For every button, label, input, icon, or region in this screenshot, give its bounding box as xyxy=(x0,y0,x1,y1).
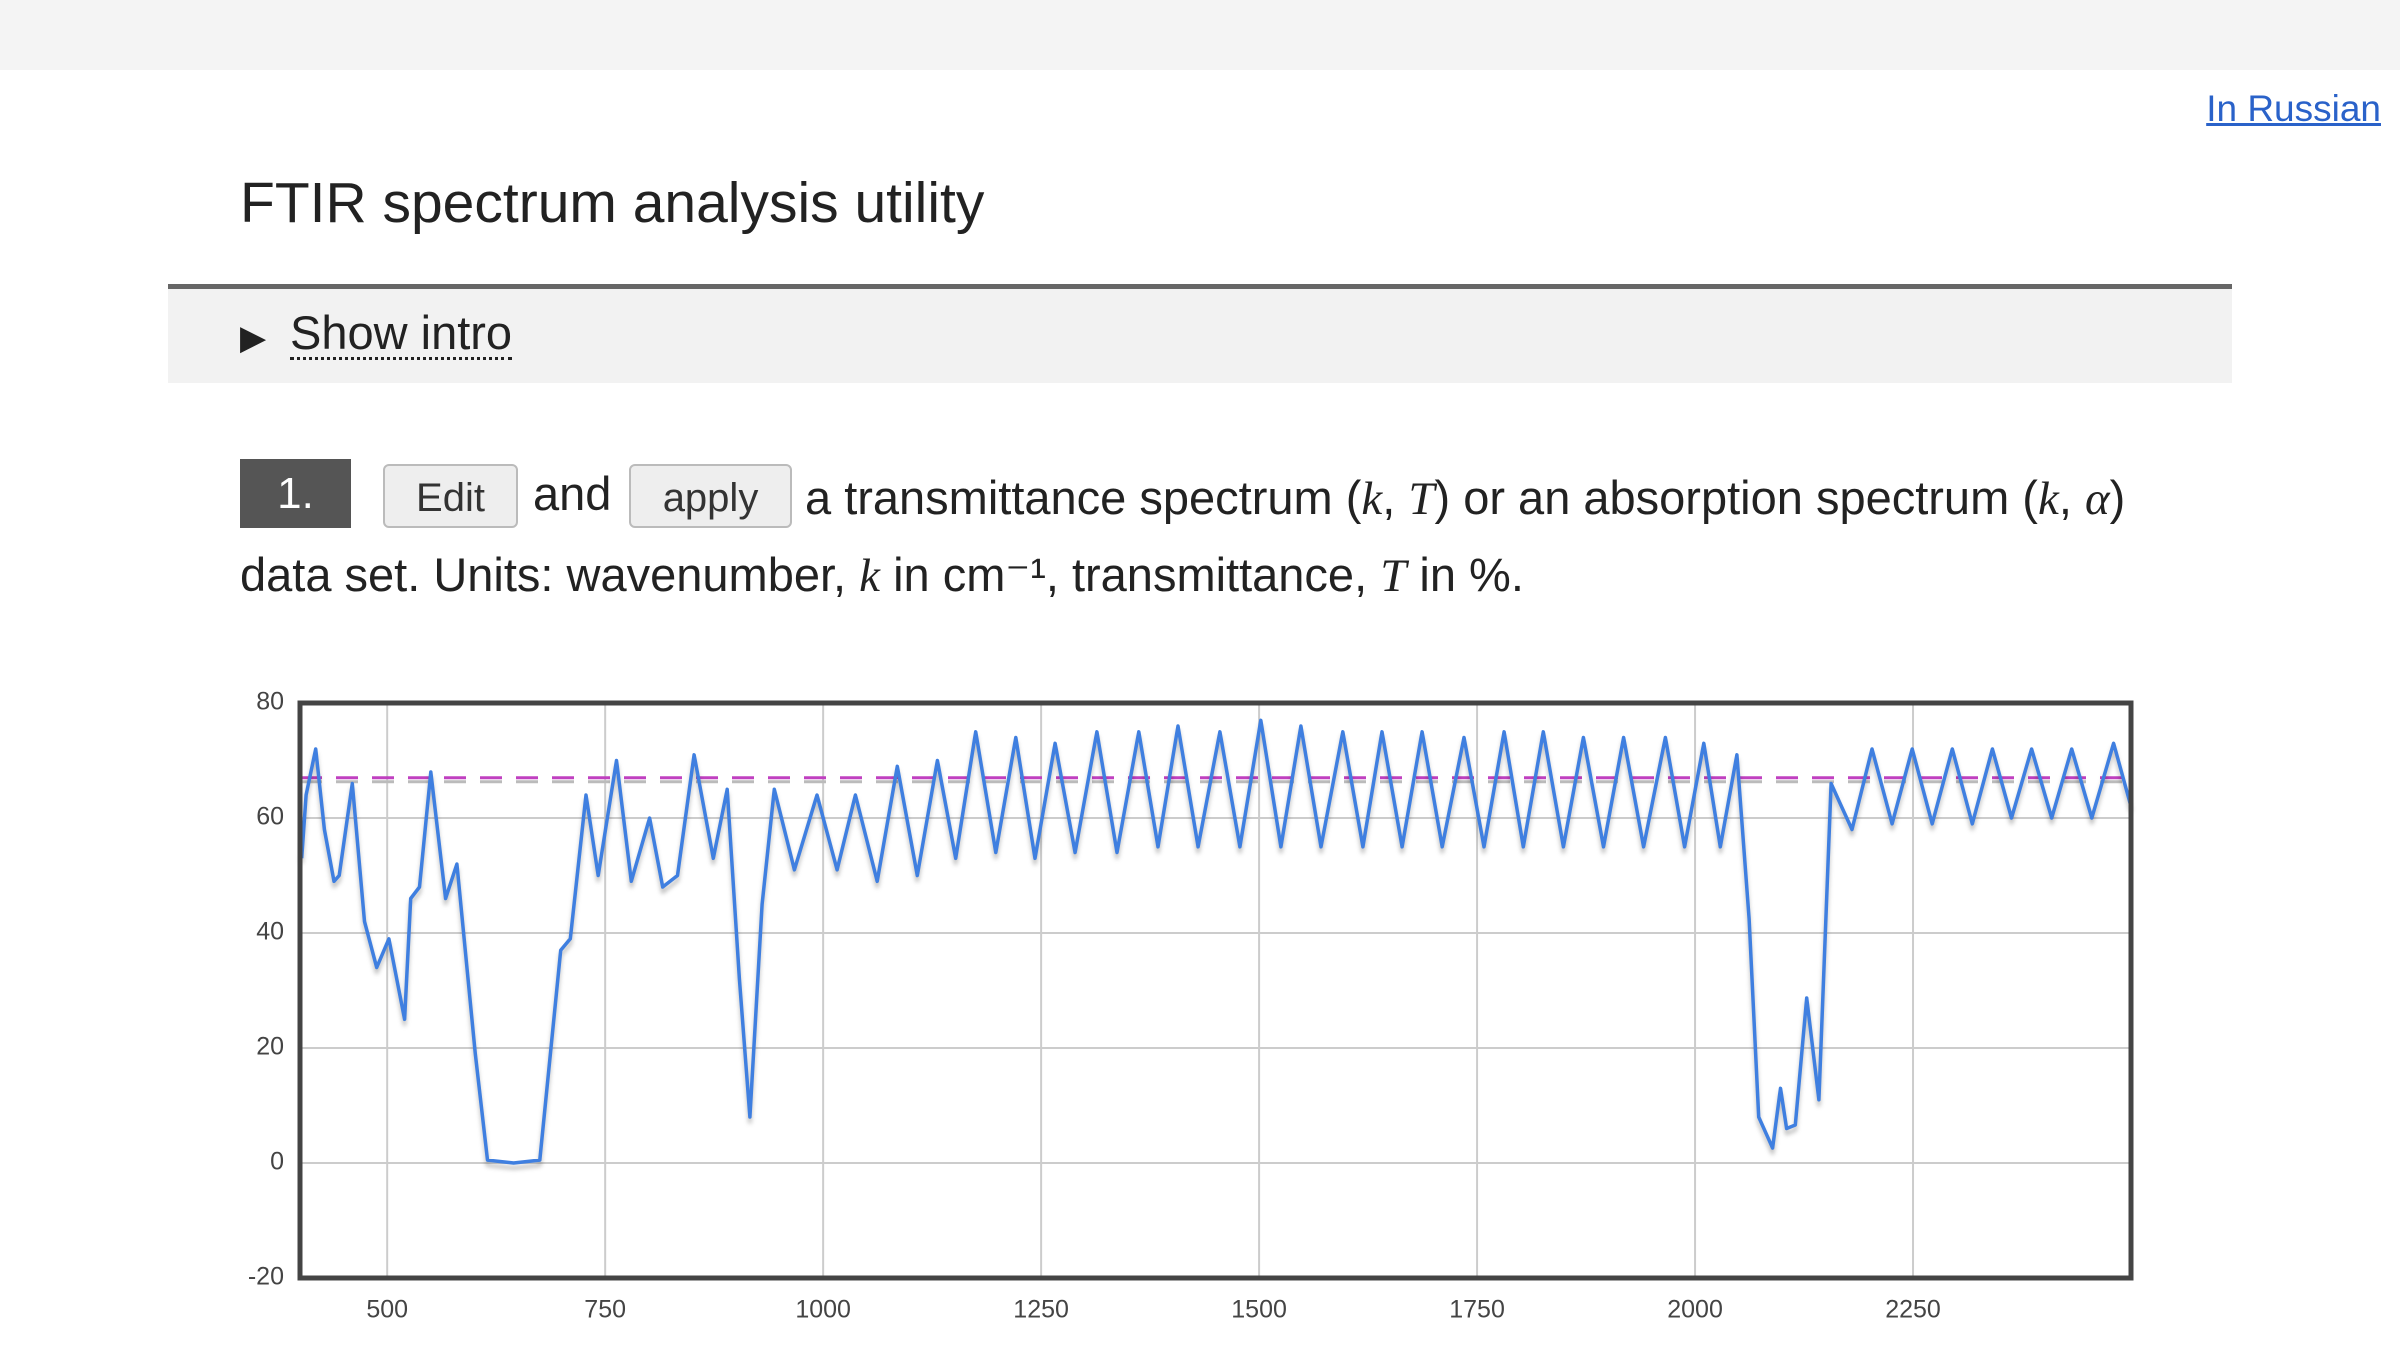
x-tick-label: 750 xyxy=(584,1296,626,1324)
x-tick-label: 2000 xyxy=(1667,1296,1723,1324)
edit-button[interactable]: Edit xyxy=(383,464,518,528)
language-link[interactable]: In Russian xyxy=(2206,88,2381,129)
intro-box xyxy=(168,289,2232,383)
y-tick-label: 80 xyxy=(256,688,284,716)
plot-background xyxy=(300,703,2131,1278)
intro-toggle[interactable]: Show intro xyxy=(290,306,513,360)
math-symbol: k xyxy=(1361,473,1383,525)
connector-text: and xyxy=(533,467,612,520)
top-bar xyxy=(0,0,2400,70)
apply-button[interactable]: apply xyxy=(629,464,792,528)
text-run: ) data set. Units: wavenumber, xyxy=(240,471,2126,601)
text-run: in cm⁻¹, transmittance, xyxy=(880,548,1381,601)
x-tick-label: 1000 xyxy=(795,1296,851,1324)
step-description: a transmittance spectrum (k, T) or an ab… xyxy=(240,460,2190,614)
x-tick-label: 2250 xyxy=(1885,1296,1941,1324)
disclosure-arrow[interactable]: ▶ xyxy=(240,319,267,357)
math-symbol: T xyxy=(1380,550,1407,602)
y-tick-label: 20 xyxy=(256,1033,284,1061)
text-run: ) or an absorption spectrum ( xyxy=(1434,471,2038,524)
y-tick-label: 40 xyxy=(256,918,284,946)
x-tick-label: 500 xyxy=(366,1296,408,1324)
page-title: FTIR spectrum analysis utility xyxy=(240,171,985,235)
math-symbol: α xyxy=(2084,473,2110,525)
y-tick-label: 0 xyxy=(270,1148,284,1176)
step-number: 1. xyxy=(240,459,351,528)
text-run: , xyxy=(2058,471,2085,524)
spectrum-line xyxy=(299,718,2133,1165)
text-run: in %. xyxy=(1406,548,1524,601)
math-symbol: T xyxy=(1408,473,1435,525)
x-tick-label: 1500 xyxy=(1231,1296,1287,1324)
x-tick-label: 1250 xyxy=(1013,1296,1069,1324)
text-run: , xyxy=(1382,471,1409,524)
text-run: a transmittance spectrum ( xyxy=(805,471,1362,524)
math-symbol: k xyxy=(2037,473,2059,525)
y-tick-label: 60 xyxy=(256,803,284,831)
plot-frame xyxy=(297,700,2134,1281)
divider xyxy=(168,284,2232,289)
math-symbol: k xyxy=(859,550,881,602)
y-tick-label: -20 xyxy=(248,1263,284,1291)
x-tick-label: 1750 xyxy=(1449,1296,1505,1324)
